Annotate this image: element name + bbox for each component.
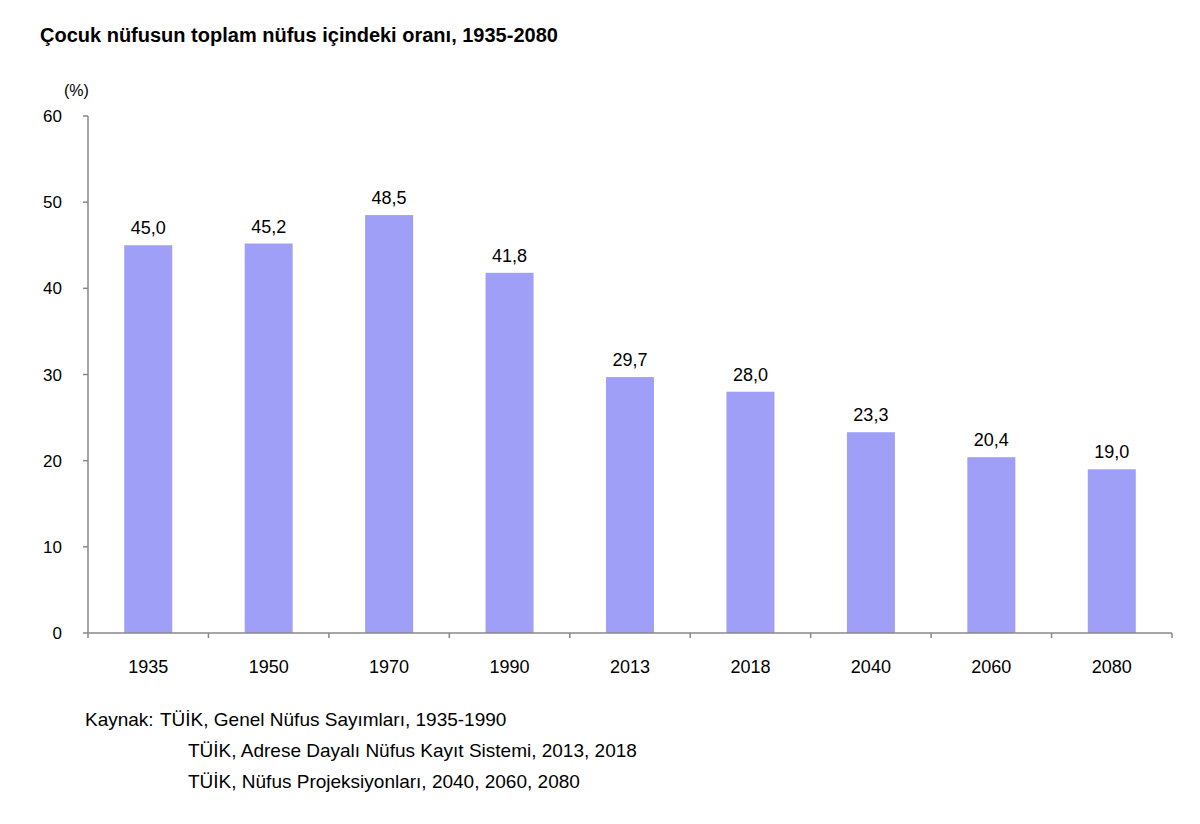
chart: Çocuk nüfusun toplam nüfus içindeki oran… [0,0,1200,824]
bar [245,244,293,633]
x-tick [1051,633,1053,638]
data-label: 41,8 [492,246,527,266]
y-tick [83,201,88,203]
bar [365,215,413,633]
y-tick-label: 40 [43,279,62,298]
y-tick [83,288,88,290]
source-line: TÜİK, Adrese Dayalı Nüfus Kayıt Sistemi,… [188,740,637,761]
data-label: 45,2 [251,217,286,237]
x-tick [449,633,451,638]
y-tick-label: 60 [43,107,62,126]
data-label: 20,4 [974,430,1009,450]
x-tick-label: 2060 [971,657,1011,677]
data-label: 48,5 [372,188,407,208]
data-label: 45,0 [131,218,166,238]
y-tick-label: 10 [43,538,62,557]
y-tick-label: 50 [43,193,62,212]
x-tick-label: 2080 [1092,657,1132,677]
x-tick [569,633,571,638]
bar [486,273,534,633]
data-label: 19,0 [1094,442,1129,462]
y-tick [83,115,88,117]
source-label: Kaynak: [85,709,154,730]
x-tick [1171,633,1173,638]
source-line: TÜİK, Genel Nüfus Sayımları, 1935-1990 [160,709,506,730]
y-tick-label: 0 [53,624,62,643]
x-tick-label: 2013 [610,657,650,677]
x-tick-label: 1990 [490,657,530,677]
data-label: 23,3 [853,405,888,425]
x-tick [930,633,932,638]
bar [847,432,895,633]
x-tick-label: 1970 [369,657,409,677]
x-tick [208,633,210,638]
y-tick-label: 20 [43,452,62,471]
bar [726,392,774,633]
y-axis-label: (%) [64,82,89,99]
x-tick-label: 2018 [730,657,770,677]
bars [124,215,1136,633]
x-tick [87,633,89,638]
y-tick-label: 30 [43,366,62,385]
x-tick-label: 2040 [851,657,891,677]
y-tick [83,460,88,462]
bar [1088,469,1136,633]
x-tick [689,633,691,638]
x-tick [810,633,812,638]
bar [124,245,172,633]
y-tick [83,374,88,376]
data-label: 29,7 [612,350,647,370]
x-axis [88,632,1172,634]
data-label: 28,0 [733,365,768,385]
source-line: TÜİK, Nüfus Projeksiyonları, 2040, 2060,… [188,771,580,792]
title: Çocuk nüfusun toplam nüfus içindeki oran… [40,24,558,46]
bar [967,457,1015,633]
x-tick-label: 1950 [249,657,289,677]
x-tick-label: 1935 [128,657,168,677]
y-tick [83,546,88,548]
bar [606,377,654,633]
x-tick [328,633,330,638]
